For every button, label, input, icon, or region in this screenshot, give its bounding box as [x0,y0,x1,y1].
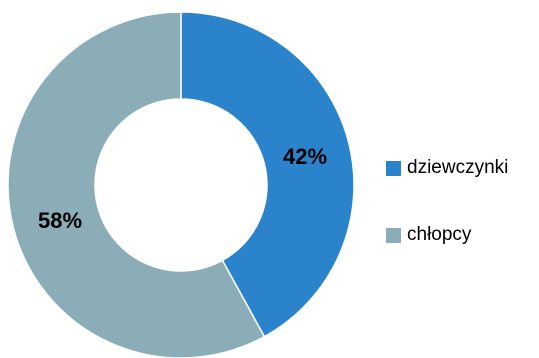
legend-label-chlopcy: chłopcy [407,224,472,245]
legend-item-dziewczynki: dziewczynki [386,156,508,180]
legend-label-dziewczynki: dziewczynki [407,157,509,178]
slice-dziewczynki [180,11,355,338]
data-label-dziewczynki: 42% [283,144,327,169]
legend: dziewczynki chłopcy [386,156,508,290]
legend-item-chlopcy: chłopcy [386,223,508,247]
data-label-chlopcy: 58% [38,208,82,233]
legend-swatch-dziewczynki [386,160,401,176]
legend-swatch-chlopcy [386,227,401,243]
slice-chlopcy [7,11,266,358]
